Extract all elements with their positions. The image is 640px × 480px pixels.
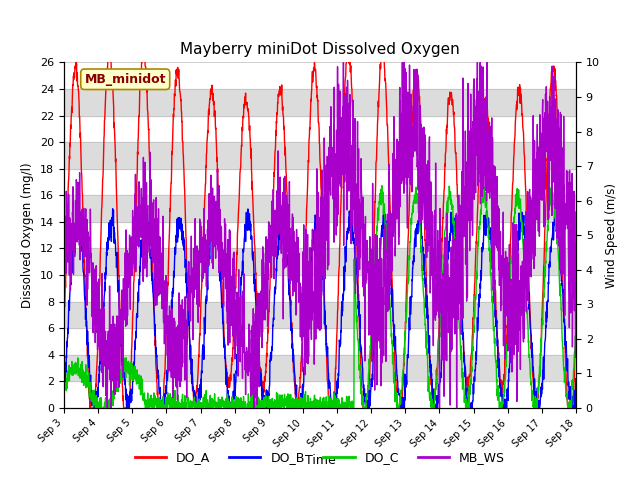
Title: Mayberry miniDot Dissolved Oxygen: Mayberry miniDot Dissolved Oxygen — [180, 42, 460, 57]
Bar — [64, 301, 576, 328]
X-axis label: Time: Time — [305, 454, 335, 468]
Y-axis label: Dissolved Oxygen (mg/l): Dissolved Oxygen (mg/l) — [22, 162, 35, 308]
Bar — [64, 195, 576, 222]
Legend: DO_A, DO_B, DO_C, MB_WS: DO_A, DO_B, DO_C, MB_WS — [130, 446, 510, 469]
Bar — [64, 89, 576, 116]
Y-axis label: Wind Speed (m/s): Wind Speed (m/s) — [605, 183, 618, 288]
Bar — [64, 355, 576, 382]
Bar — [64, 142, 576, 169]
Bar — [64, 249, 576, 275]
Text: MB_minidot: MB_minidot — [84, 73, 166, 86]
